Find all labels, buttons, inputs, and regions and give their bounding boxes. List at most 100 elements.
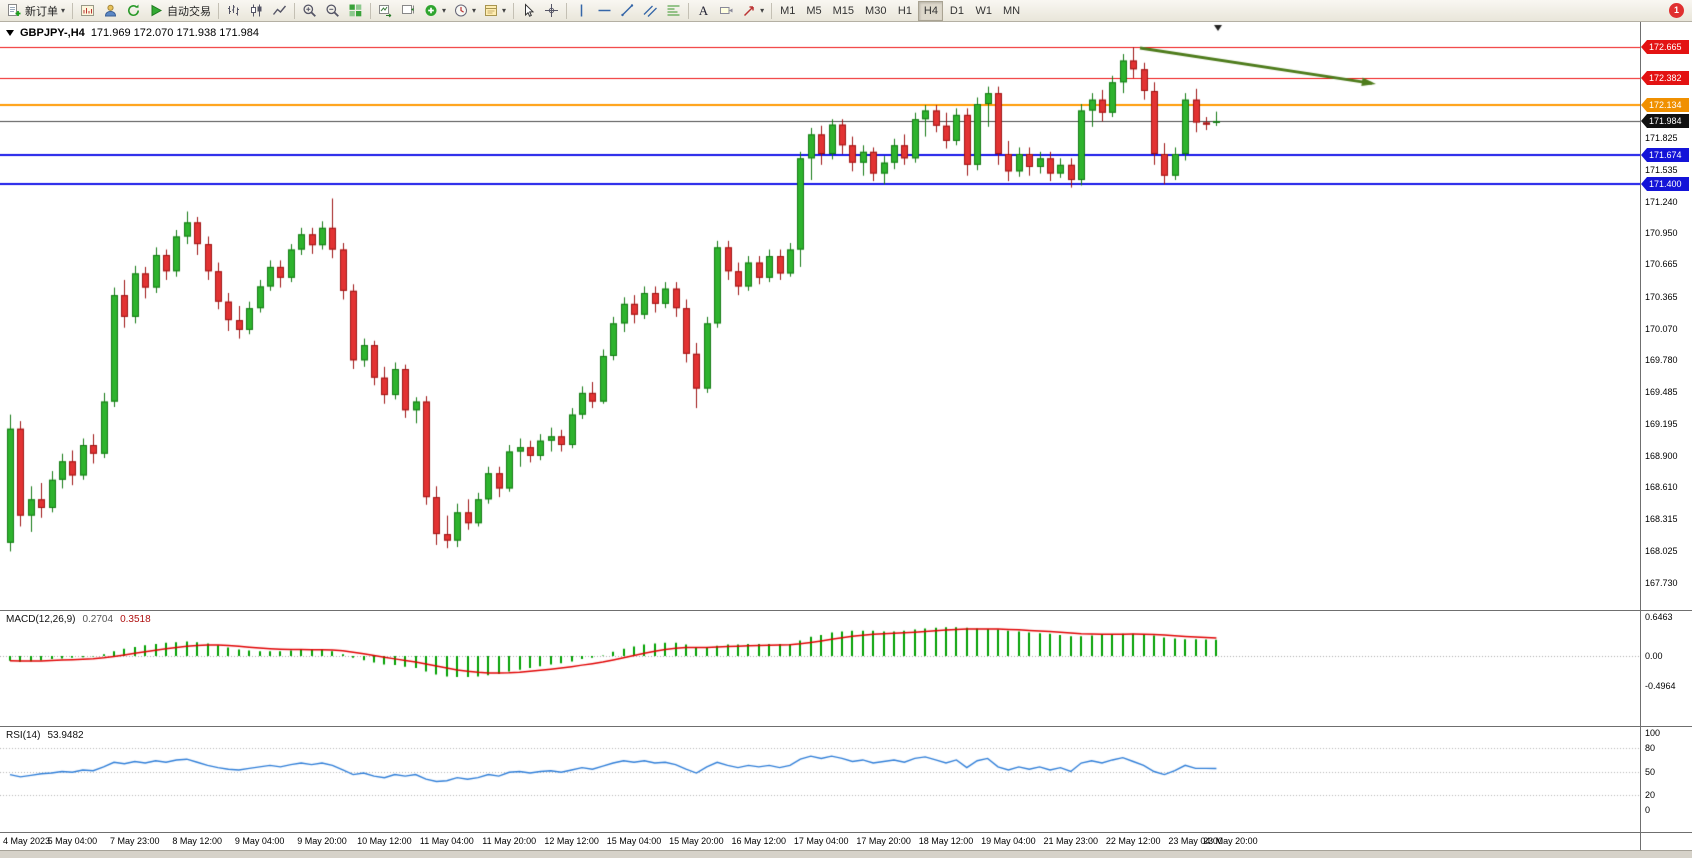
refresh-icon [126, 3, 141, 18]
time-scale-label: 22 May 12:00 [1105, 836, 1161, 846]
timeframe-mn-button[interactable]: MN [998, 1, 1025, 21]
chevron-down-icon: ▾ [760, 5, 765, 15]
timeframe-m15-button[interactable]: M15 [828, 1, 859, 21]
chart-title: GBPJPY-,H4 171.969 172.070 171.938 171.9… [6, 27, 259, 39]
candlestick-chart-button[interactable] [245, 1, 268, 21]
channel-button[interactable] [639, 1, 662, 21]
macd-scale-label: 0.6463 [1645, 612, 1673, 623]
macd-canvas[interactable] [0, 611, 1640, 726]
text-label-icon [719, 3, 734, 18]
time-scale-label: 19 May 04:00 [981, 836, 1036, 846]
timeframe-m30-button[interactable]: M30 [860, 1, 891, 21]
indicators-button[interactable]: ▾ [420, 1, 450, 21]
vertical-line-button[interactable] [570, 1, 593, 21]
rsi-panel: RSI(14) 53.9482 [0, 726, 1640, 832]
chart-window-icon [80, 3, 95, 18]
time-scale-label: 5 May 04:00 [47, 836, 98, 846]
price-scale-label: 171.535 [1645, 164, 1678, 175]
chart-window: GBPJPY-,H4 171.969 172.070 171.938 171.9… [0, 22, 1692, 850]
price-line-badge: 171.984 [1641, 114, 1689, 128]
auto-scroll-button[interactable] [374, 1, 397, 21]
timeframe-m1-button[interactable]: M1 [775, 1, 800, 21]
time-scale-label: 7 May 23:00 [110, 836, 160, 846]
trendline-icon [620, 3, 635, 18]
macd-label: MACD(12,26,9) 0.2704 0.3518 [6, 614, 151, 625]
arrow-objects-button[interactable]: ▾ [738, 1, 768, 21]
time-scale-label: 12 May 12:00 [544, 836, 599, 846]
timeframe-d1-button[interactable]: D1 [944, 1, 969, 21]
symbol-label: GBPJPY-,H4 [20, 27, 85, 39]
candlestick-icon [249, 3, 264, 18]
new-order-button[interactable]: 新订单 ▾ [3, 1, 69, 21]
rsi-canvas[interactable] [0, 727, 1640, 832]
toolbar-separator [566, 2, 568, 19]
rsi-value: 53.9482 [47, 730, 84, 741]
time-axis-corner [1640, 832, 1692, 850]
timeframe-m5-button[interactable]: M5 [801, 1, 826, 21]
svg-text:A: A [699, 3, 709, 18]
time-axis[interactable]: 4 May 2023 5 May 04:00 7 May 23:00 8 May 12… [0, 832, 1640, 850]
rsi-name: RSI(14) [6, 730, 41, 741]
line-chart-button[interactable] [268, 1, 291, 21]
price-scale-label: 168.315 [1645, 514, 1678, 525]
price-scale-label: 170.070 [1645, 323, 1678, 334]
macd-axis[interactable]: 0.6463 0.00 -0.4964 [1640, 610, 1692, 726]
crosshair-icon [544, 3, 559, 18]
tile-windows-button[interactable] [344, 1, 367, 21]
new-order-icon [7, 3, 22, 18]
line-chart-icon [272, 3, 287, 18]
zoom-out-button[interactable] [321, 1, 344, 21]
time-scale-label: 9 May 20:00 [297, 836, 347, 846]
crosshair-button[interactable] [540, 1, 563, 21]
new-order-label: 新订单 [25, 5, 58, 18]
auto-trading-button[interactable]: 自动交易 [145, 1, 215, 21]
horizontal-line-button[interactable] [593, 1, 616, 21]
arrow-objects-icon [742, 3, 757, 18]
channel-icon [643, 3, 658, 18]
toolbar-separator [294, 2, 296, 19]
price-line-badge: 171.400 [1641, 177, 1689, 191]
time-scale-label: 15 May 04:00 [606, 836, 662, 846]
trendline-button[interactable] [616, 1, 639, 21]
text-label-button[interactable] [715, 1, 738, 21]
price-axis[interactable]: 171.825 171.535 171.240 170.950 170.665 170.3… [1640, 22, 1692, 610]
timeframe-w1-button[interactable]: W1 [970, 1, 997, 21]
new-chart-button[interactable] [76, 1, 99, 21]
periods-button[interactable]: ▾ [450, 1, 480, 21]
bar-chart-button[interactable] [222, 1, 245, 21]
chart-shift-button[interactable] [397, 1, 420, 21]
time-scale-label: 17 May 20:00 [856, 836, 911, 846]
status-strip [0, 850, 1692, 858]
timeframe-h1-button[interactable]: H1 [892, 1, 917, 21]
chevron-down-icon: ▾ [502, 5, 507, 15]
macd-signal-value: 0.3518 [120, 614, 151, 625]
horizontal-line-icon [597, 3, 612, 18]
cursor-button[interactable] [517, 1, 540, 21]
time-scale-label: 10 May 12:00 [357, 836, 412, 846]
toolbar-separator [72, 2, 74, 19]
symbol-expand-icon[interactable] [6, 30, 14, 36]
price-scale-label: 170.665 [1645, 259, 1678, 270]
macd-scale-label: 0.00 [1645, 651, 1663, 661]
rsi-scale-label: 20 [1645, 789, 1656, 800]
macd-panel: MACD(12,26,9) 0.2704 0.3518 [0, 610, 1640, 726]
price-scale-label: 170.365 [1645, 291, 1678, 302]
text-tool-button[interactable]: A [692, 1, 715, 21]
zoom-in-button[interactable] [298, 1, 321, 21]
ohlc-readout: 171.969 172.070 171.938 171.984 [90, 27, 260, 39]
price-scale-label: 168.025 [1645, 545, 1678, 556]
chart-shift-icon [401, 3, 416, 18]
price-scale-label: 171.825 [1645, 133, 1678, 144]
toolbar-separator [771, 2, 773, 19]
profiles-button[interactable] [99, 1, 122, 21]
timeframe-h4-button[interactable]: H4 [918, 0, 944, 21]
rsi-axis[interactable]: 100 80 50 20 0 [1640, 726, 1692, 832]
fibonacci-button[interactable] [662, 1, 685, 21]
time-scale-label: 8 May 12:00 [172, 836, 222, 846]
price-line-badge: 172.665 [1641, 40, 1689, 54]
price-chart-canvas[interactable] [0, 22, 1640, 610]
notifications-badge[interactable]: 1 [1669, 3, 1684, 18]
templates-button[interactable]: ▾ [480, 1, 510, 21]
refresh-button[interactable] [122, 1, 145, 21]
